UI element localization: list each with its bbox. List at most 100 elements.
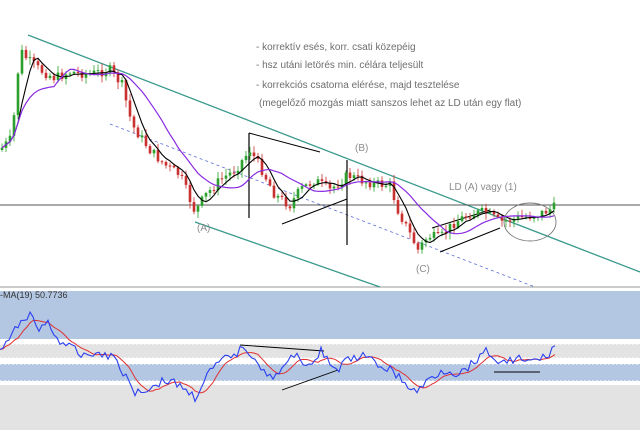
candle-body: [128, 100, 132, 117]
note-4: (megelőző mozgás miatt sanszos lehet az …: [259, 98, 521, 109]
candle-body: [292, 198, 296, 209]
candle-body: [552, 202, 556, 210]
channel: [0, 34, 640, 288]
candle-body: [264, 174, 268, 180]
candle-body: [232, 172, 236, 174]
candle-body: [36, 61, 40, 66]
note-1: - korrektív esés, korr. csati közepéig: [256, 42, 416, 53]
candle-body: [60, 72, 64, 80]
candle-body: [80, 71, 84, 78]
candle-body: [68, 73, 72, 75]
candle-body: [192, 202, 196, 212]
candle-body: [492, 211, 496, 215]
triangle-top-line: [248, 132, 321, 153]
candle-body: [452, 224, 456, 229]
candle-body: [92, 70, 96, 74]
candle-body: [236, 170, 240, 174]
candle-body: [252, 152, 256, 157]
candles: [0, 44, 556, 254]
candle-body: [144, 135, 148, 147]
triangle-bottom-line: [281, 198, 348, 225]
candle-body: [412, 232, 416, 244]
candle-body: [348, 172, 352, 179]
candle-body: [316, 179, 320, 185]
candle-body: [280, 195, 284, 197]
candle-body: [184, 176, 188, 185]
candle-body: [304, 184, 308, 187]
candle-body: [352, 175, 356, 179]
candle-body: [476, 210, 480, 216]
channel-upper-line: [27, 34, 640, 273]
bottom-band-gray: [0, 385, 640, 430]
candle-body: [300, 186, 304, 189]
candle-body: [344, 172, 348, 185]
candle-body: [188, 184, 192, 203]
candle-body: [136, 127, 140, 138]
candle-body: [24, 49, 28, 59]
note-3: - korrekciós csatorna elérése, majd tesz…: [256, 80, 460, 91]
candle-body: [508, 220, 512, 222]
candle-body: [532, 217, 536, 219]
candle-body: [76, 71, 80, 73]
rsi-bottom-line: [281, 369, 339, 391]
candle-body: [480, 207, 484, 211]
candle-body: [312, 184, 316, 186]
candle-body: [112, 65, 116, 73]
ma-slow-line: [1, 68, 555, 235]
candle-body: [364, 182, 368, 184]
candle-body: [320, 179, 324, 181]
candle-body: [512, 218, 516, 222]
candle-body: [176, 167, 180, 175]
wave-label-b: (B): [355, 143, 368, 154]
candle-body: [0, 147, 4, 150]
candle-body: [520, 215, 524, 218]
candle-body: [84, 73, 88, 78]
candle-body: [120, 80, 124, 83]
candle-body: [212, 190, 216, 192]
candle-body: [96, 70, 100, 72]
candle-body: [328, 182, 332, 189]
rsi-top-line: [239, 344, 325, 352]
channel-lower-line: [194, 221, 381, 288]
candle-body: [224, 175, 228, 179]
candle-body: [516, 215, 520, 219]
candle-body: [40, 65, 44, 73]
candle-body: [456, 221, 460, 229]
candle-body: [256, 156, 260, 159]
candle-body: [408, 223, 412, 233]
candle-body: [228, 172, 232, 176]
ld-lower-line: [439, 227, 501, 253]
candle-body: [544, 210, 548, 214]
candle-body: [52, 75, 56, 81]
candle-body: [152, 149, 156, 154]
candle-body: [168, 165, 172, 167]
candle-body: [16, 73, 20, 116]
candle-body: [384, 185, 388, 187]
candle-body: [272, 185, 276, 198]
candle-body: [72, 71, 76, 74]
candle-body: [356, 175, 360, 177]
candle-body: [164, 161, 168, 166]
candle-body: [172, 165, 176, 168]
candle-body: [428, 237, 432, 240]
candle-body: [296, 188, 300, 199]
candle-body: [548, 209, 552, 214]
candle-body: [116, 72, 120, 83]
candle-body: [540, 210, 544, 217]
candle-body: [208, 190, 212, 193]
candle-body: [524, 216, 528, 218]
candle-body: [284, 196, 288, 207]
candle-body: [436, 232, 440, 234]
candle-body: [392, 181, 396, 201]
candle-body: [484, 207, 488, 213]
candle-body: [376, 180, 380, 183]
wave-label-ld: LD (A) vagy (1): [449, 182, 517, 193]
rsi-ma-line: [0, 319, 556, 394]
candle-body: [460, 216, 464, 222]
candle-body: [468, 217, 472, 219]
candle-body: [44, 72, 48, 79]
candle-body: [472, 215, 476, 219]
candle-body: [8, 135, 12, 142]
